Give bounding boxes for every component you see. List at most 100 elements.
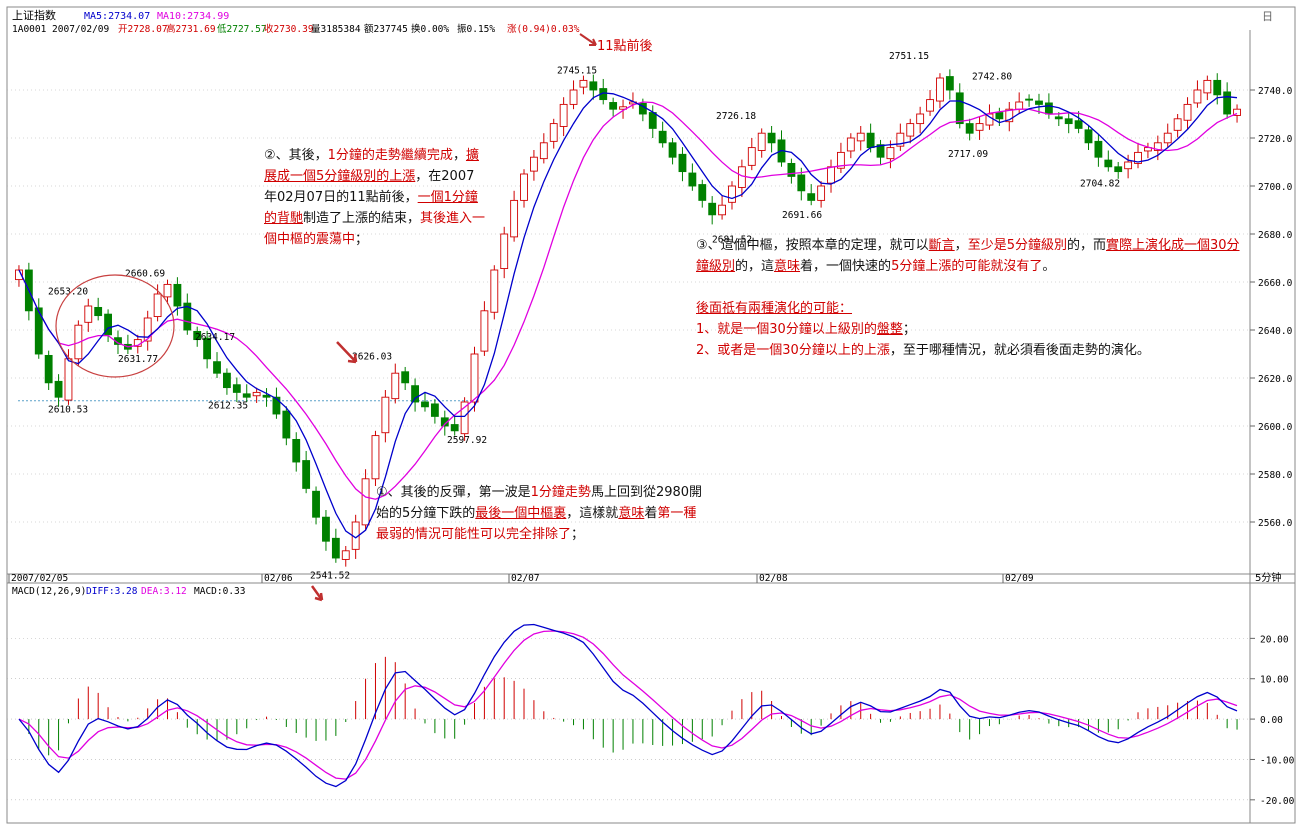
candle-body	[678, 153, 687, 173]
candle-body	[94, 306, 103, 317]
ma10-label: MA10:2734.99	[157, 11, 229, 22]
candle-body	[747, 147, 756, 166]
price-label: 2660.69	[125, 268, 165, 279]
price-tick-label: 2700.0	[1258, 182, 1293, 193]
price-label: 2597.92	[447, 435, 487, 446]
candle-body	[916, 113, 925, 125]
candle-body	[539, 142, 548, 160]
volume-value: 量3185384	[311, 24, 361, 35]
candle-body	[520, 173, 528, 201]
note3-part: 。	[1042, 259, 1056, 274]
note1-part: ，這樣就	[566, 506, 619, 521]
candle-body	[391, 372, 400, 400]
price-tick-label: 2620.0	[1258, 374, 1293, 385]
macd-tick-label: -20.00	[1260, 796, 1295, 807]
candle-body	[1183, 103, 1192, 121]
price-label: 2751.15	[889, 51, 929, 62]
candle-body	[104, 313, 112, 336]
candle-body	[688, 172, 697, 187]
price-label: 2745.15	[557, 66, 597, 77]
candle-body	[242, 393, 251, 398]
macd-tick-label: -10.00	[1260, 755, 1295, 766]
candle-body	[995, 112, 1004, 120]
price-label: 2631.77	[118, 354, 158, 365]
candle-body	[658, 130, 667, 144]
price-label: 2612.35	[208, 400, 248, 411]
candle-body	[173, 283, 182, 307]
candle-body	[609, 102, 618, 110]
candle-body	[480, 310, 489, 352]
note3-part: 的，而	[1066, 238, 1106, 253]
candle-body	[827, 166, 835, 184]
candle-body	[1163, 132, 1172, 144]
date-labels: 2007/02/05 02/06 02/07 02/08 02/09	[8, 573, 1034, 584]
amplitude-value: 振0.15%	[457, 23, 495, 35]
note2-part: 1分鐘的走勢繼續完成	[327, 148, 453, 163]
candle-body	[430, 403, 439, 417]
low-value: 低2727.57	[217, 23, 267, 35]
candle-body	[1005, 108, 1014, 123]
code-date: 1A0001 2007/02/09	[12, 24, 110, 35]
candle-body	[728, 185, 736, 203]
circle-annotation	[55, 274, 175, 378]
candle-body	[945, 76, 954, 91]
candle-body	[490, 269, 499, 313]
note3-part: ，	[954, 238, 968, 253]
price-labels: 2653.20 2660.69 2631.77 2610.53 2634.17 2612.…	[48, 51, 1120, 581]
candle-body	[549, 123, 558, 142]
note-1: ①、其後的反彈，第一波是1分鐘走勢馬上回到從2980開始的5分鐘下跌的最後一個中…	[376, 482, 706, 545]
note4-item1: 1、就是一個30分鐘以上級別的盤整；	[696, 319, 1246, 340]
note4-part: 盤整	[876, 322, 903, 337]
candle-body	[371, 435, 380, 480]
candle-body	[292, 438, 301, 463]
note3-part: ③、這個中樞，按照本章的定理，就可以	[696, 238, 929, 253]
dea-line	[18, 630, 1238, 780]
price-label: 2610.53	[48, 405, 88, 416]
candle-body	[708, 202, 717, 216]
price-label: 2653.20	[48, 286, 88, 297]
macd-histogram	[28, 656, 1238, 756]
note2-part: 制造了上漲的結束，	[303, 211, 421, 226]
candle-body	[1233, 108, 1241, 116]
candle-body	[213, 361, 221, 374]
candle-body	[1193, 89, 1202, 104]
price-label: 2717.09	[948, 149, 988, 160]
macd-tick-label: 20.00	[1260, 634, 1289, 645]
candle-body	[579, 79, 588, 88]
candle-body	[837, 151, 845, 169]
note3-part: 實際上演化成一個30分鐘級別	[696, 238, 1240, 274]
candle-body	[866, 132, 875, 149]
candle-body	[1104, 159, 1113, 168]
note3-part: 的，這	[735, 259, 775, 274]
candle-body	[975, 123, 984, 131]
note2-part: 擴展成一個5分鐘級別的上漲	[264, 148, 479, 184]
candle-body	[341, 550, 350, 560]
candle-body	[926, 99, 934, 112]
candle-body	[223, 372, 231, 389]
candle-body	[965, 123, 974, 134]
note4-part: 2、或者是一個30分鐘以上的	[696, 343, 864, 358]
corner-label: 日	[1262, 10, 1273, 23]
arrow-top	[579, 33, 597, 46]
candle-body	[876, 144, 885, 158]
candle-body	[668, 142, 677, 158]
candle-body	[530, 156, 538, 172]
candle-body	[1025, 98, 1033, 101]
candle-body	[34, 307, 43, 355]
note-3: ③、這個中樞，按照本章的定理，就可以斷言，至少是5分鐘級別的，而實際上演化成一個…	[696, 235, 1246, 277]
note4-part: 上漲	[863, 343, 890, 358]
candle-body	[460, 401, 469, 435]
candle-body	[589, 81, 598, 91]
candle-body	[936, 77, 944, 102]
candle-body	[252, 391, 261, 397]
note2-part: ②、其後，	[264, 148, 328, 163]
note1-part: 第一種最弱的情況可能性可以完全排除了	[376, 506, 697, 542]
candle-body	[510, 199, 519, 238]
diff-line	[18, 623, 1238, 788]
candle-body	[15, 269, 23, 281]
candle-body	[302, 460, 311, 489]
note1-part: ①、其後的反彈，第一波是	[376, 485, 531, 500]
note1-part: 1分鐘走勢	[530, 485, 591, 500]
candle-body	[1213, 79, 1222, 96]
note4-part: 1、就是一個30分鐘以上級別的	[696, 322, 877, 337]
